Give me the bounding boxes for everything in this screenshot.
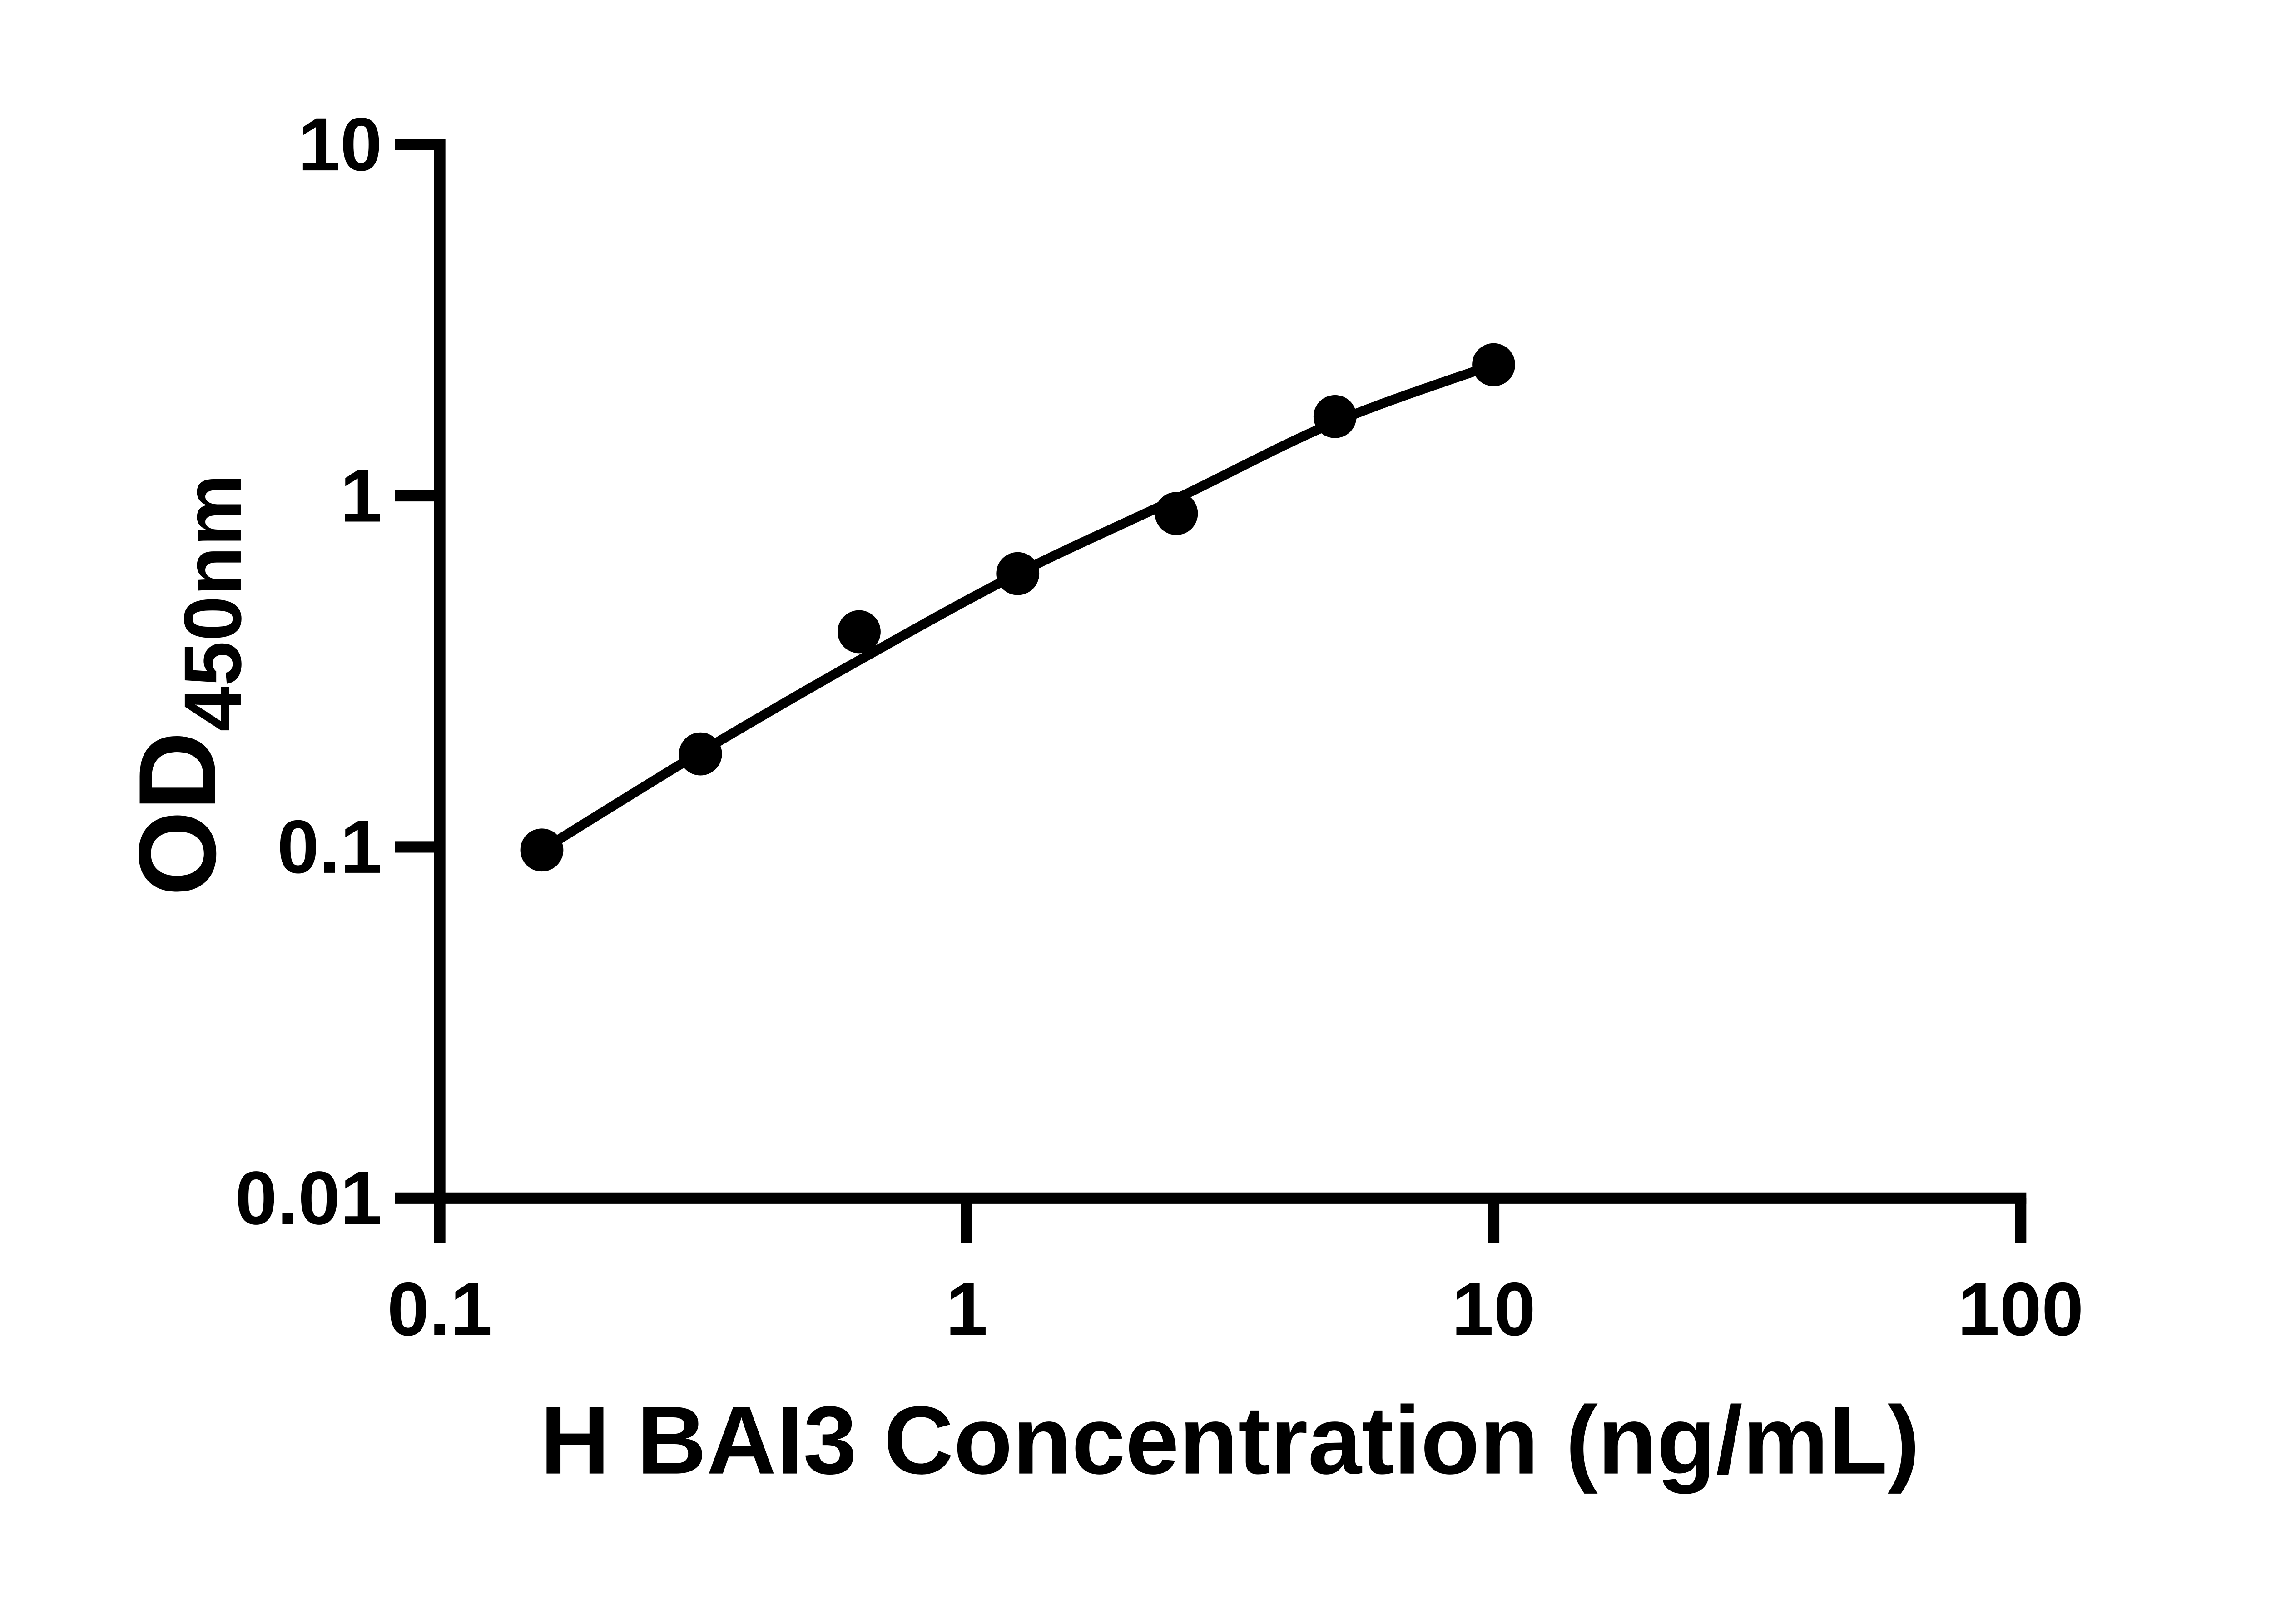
data-point <box>838 610 881 654</box>
x-tick-label: 1 <box>946 1267 988 1352</box>
y-axis-title-main: OD <box>116 732 239 896</box>
elisa-standard-curve-figure: 10 1 0.1 0.01 0.1 1 10 100 H BAI3 Concentration … <box>116 102 2084 1495</box>
y-tick-label: 0.1 <box>277 805 382 889</box>
data-point <box>1155 492 1198 535</box>
x-tick-label: 100 <box>1958 1267 2084 1352</box>
y-axis-title: OD450nm <box>116 474 258 896</box>
data-point <box>1472 343 1515 386</box>
axes-frame <box>434 139 2027 1204</box>
y-tick-label: 1 <box>340 454 382 538</box>
data-point <box>996 552 1040 595</box>
data-point <box>679 732 722 776</box>
x-tick-label: 0.1 <box>387 1267 492 1352</box>
y-axis-title-subscript: 450nm <box>167 474 258 732</box>
x-tick-label: 10 <box>1452 1267 1536 1352</box>
fitted-curve <box>537 360 1499 855</box>
data-point <box>1313 395 1357 438</box>
data-point <box>520 828 564 872</box>
y-tick-label: 10 <box>298 102 382 187</box>
x-axis-title: H BAI3 Concentration (ng/mL) <box>540 1386 1920 1495</box>
y-tick-label: 0.01 <box>235 1156 382 1240</box>
